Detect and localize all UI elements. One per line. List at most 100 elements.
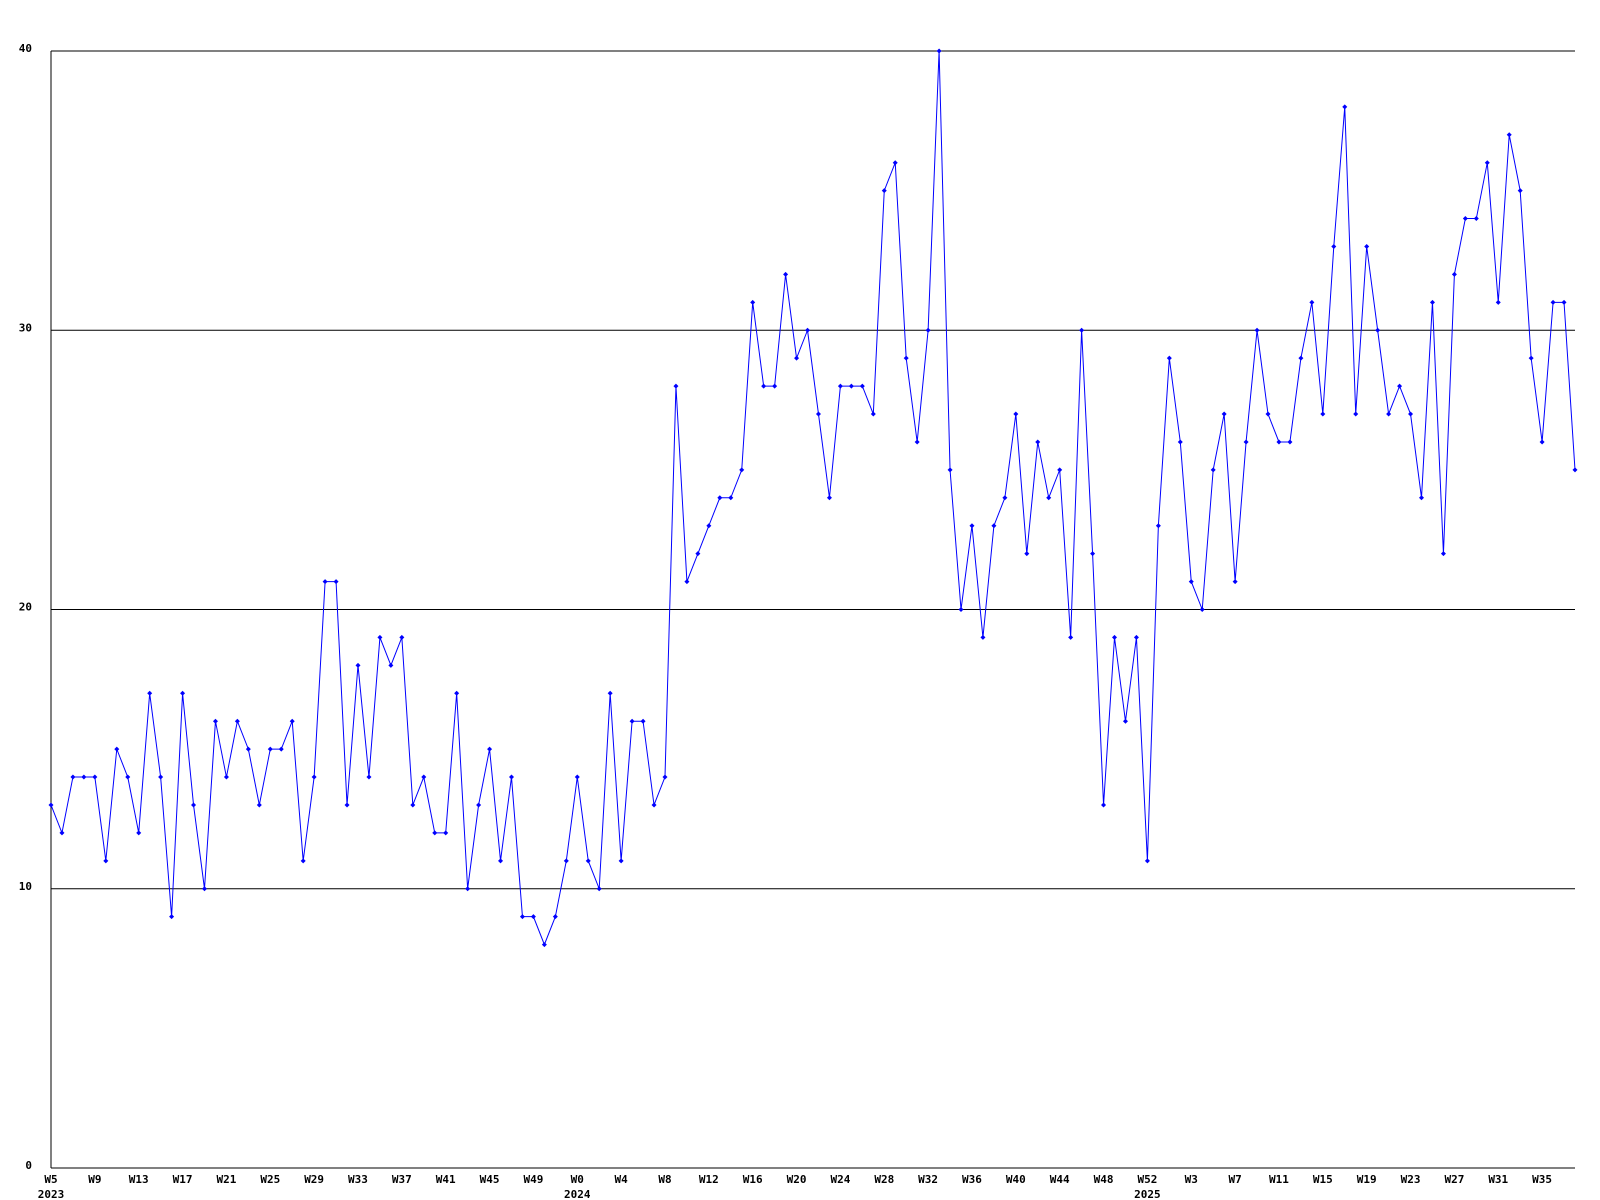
- point: [508, 774, 514, 780]
- point: [1331, 243, 1337, 249]
- point: [1144, 858, 1150, 864]
- point: [574, 774, 580, 780]
- point: [695, 551, 701, 557]
- y-tick-label: 0: [25, 1159, 32, 1172]
- point: [267, 746, 273, 752]
- x-tick-label: W28: [874, 1173, 894, 1186]
- x-year-label: 2023: [38, 1188, 65, 1200]
- point: [125, 774, 131, 780]
- x-tick-label: W11: [1269, 1173, 1289, 1186]
- point: [223, 774, 229, 780]
- point: [925, 327, 931, 333]
- point: [1068, 634, 1074, 640]
- point: [234, 718, 240, 724]
- point: [1287, 439, 1293, 445]
- point: [1364, 243, 1370, 249]
- point: [1397, 383, 1403, 389]
- point: [1419, 495, 1425, 501]
- point: [278, 746, 284, 752]
- point: [1539, 439, 1545, 445]
- point: [289, 718, 295, 724]
- point: [618, 858, 624, 864]
- point: [1429, 299, 1435, 305]
- point: [1155, 523, 1161, 529]
- point: [1408, 411, 1414, 417]
- point: [870, 411, 876, 417]
- x-tick-label: W17: [173, 1173, 193, 1186]
- point: [366, 774, 372, 780]
- point: [1342, 104, 1348, 110]
- point: [410, 802, 416, 808]
- point: [958, 607, 964, 612]
- point: [1298, 355, 1304, 361]
- point: [1386, 411, 1392, 417]
- point: [728, 495, 734, 501]
- point: [1221, 411, 1227, 417]
- x-year-label: 2025: [1134, 1188, 1161, 1200]
- x-tick-label: W0: [571, 1173, 584, 1186]
- x-tick-label: W3: [1185, 1173, 1198, 1186]
- point: [815, 411, 821, 417]
- point: [1199, 607, 1205, 612]
- x-tick-label: W19: [1357, 1173, 1377, 1186]
- point: [1276, 439, 1282, 445]
- x-tick-label: W16: [743, 1173, 763, 1186]
- point: [1254, 327, 1260, 333]
- point: [421, 774, 427, 780]
- point: [443, 830, 449, 836]
- point: [344, 802, 350, 808]
- x-tick-label: W7: [1228, 1173, 1241, 1186]
- x-tick-label: W23: [1401, 1173, 1421, 1186]
- point: [1122, 718, 1128, 724]
- x-tick-label: W31: [1488, 1173, 1508, 1186]
- point: [794, 355, 800, 361]
- x-tick-label: W27: [1444, 1173, 1464, 1186]
- x-tick-label: W21: [216, 1173, 236, 1186]
- point: [530, 914, 536, 920]
- x-tick-label: W37: [392, 1173, 412, 1186]
- point: [1133, 634, 1139, 640]
- point: [158, 774, 164, 780]
- point: [1506, 132, 1512, 138]
- point: [662, 774, 668, 780]
- point: [673, 383, 679, 389]
- point: [136, 830, 142, 836]
- point: [903, 355, 909, 361]
- point: [454, 690, 460, 696]
- point: [322, 579, 328, 585]
- point: [311, 774, 317, 780]
- x-tick-label: W36: [962, 1173, 982, 1186]
- point: [180, 690, 186, 696]
- point: [826, 495, 832, 501]
- point: [1495, 299, 1501, 305]
- point: [739, 467, 745, 473]
- x-tick-label: W12: [699, 1173, 719, 1186]
- point: [355, 662, 361, 668]
- point: [936, 48, 942, 54]
- point: [991, 523, 997, 529]
- point: [717, 495, 723, 501]
- point: [1440, 551, 1446, 557]
- point: [596, 886, 602, 892]
- point: [914, 439, 920, 445]
- point: [1024, 551, 1030, 557]
- point: [640, 718, 646, 724]
- x-tick-label: W20: [787, 1173, 807, 1186]
- point: [487, 746, 493, 752]
- point: [432, 830, 438, 836]
- point: [256, 802, 262, 808]
- x-tick-label: W8: [658, 1173, 671, 1186]
- x-tick-label: W35: [1532, 1173, 1552, 1186]
- x-tick-label: W32: [918, 1173, 938, 1186]
- x-year-label: 2024: [564, 1188, 591, 1200]
- point: [333, 579, 339, 585]
- point: [1375, 327, 1381, 333]
- point: [969, 523, 975, 529]
- point: [585, 858, 591, 864]
- point: [245, 746, 251, 752]
- x-tick-label: W29: [304, 1173, 324, 1186]
- point: [1243, 439, 1249, 445]
- point: [563, 858, 569, 864]
